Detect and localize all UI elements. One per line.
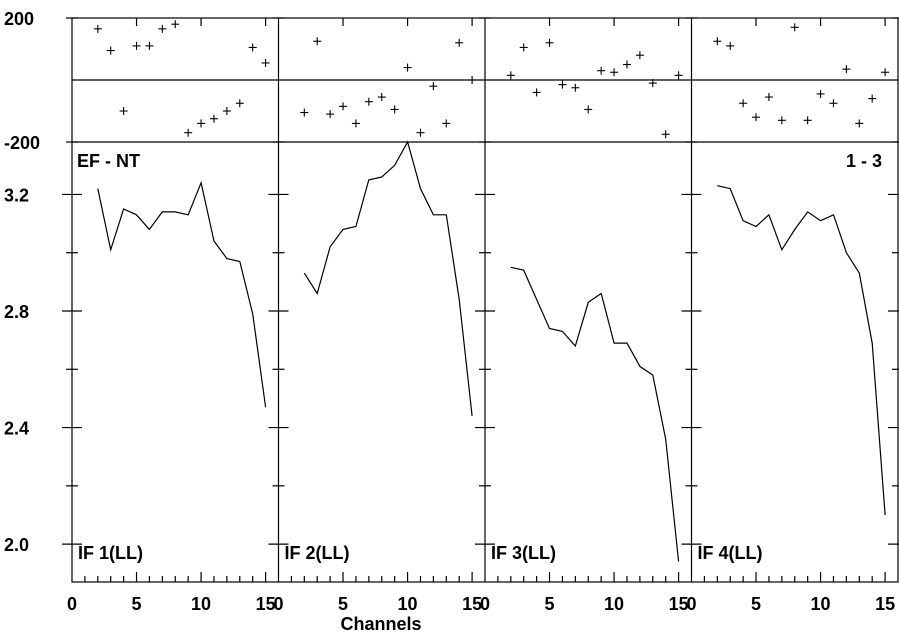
x-tick-label: 0 [686,594,696,614]
phase-point [455,38,464,47]
phase-point [622,60,631,69]
x-tick-label: 5 [338,594,348,614]
phase-point [532,88,541,97]
axis-labels: EF - NT 1 - 3 Channels 3.2 2.8 2.4 2.0 200 -2… [4,9,895,634]
title-left: EF - NT [77,151,140,171]
amplitude-line [97,180,267,408]
phase-point [248,43,257,52]
phase-point [261,58,270,67]
panel-frames [71,17,899,583]
phase-point [132,41,141,50]
x-tick-label: 5 [132,594,142,614]
phase-point [351,119,360,128]
phase-point [222,107,231,115]
phase-point [661,130,670,139]
phase-point [119,107,128,115]
phase-point [300,108,309,117]
phase-point [868,94,877,103]
phase-point [429,82,438,91]
panel-label: IF 3(LL) [491,543,556,563]
phase-point [816,89,825,98]
phase-point [145,41,154,50]
phase-point [506,71,515,80]
phase-point [597,66,606,75]
x-tick-label: 15 [875,594,895,614]
phase-point [777,116,786,125]
phase-point [313,37,322,46]
phase-point [635,51,644,60]
x-tick-label: 10 [191,594,211,614]
phase-point [158,24,167,33]
phase-point [403,63,412,72]
phase-point [842,65,851,74]
phase-point [209,114,218,123]
phase-point [326,110,335,119]
phase-point [571,83,580,92]
phase-point [648,79,657,88]
phase-point [558,80,567,89]
x-tick-label: 0 [67,594,77,614]
phase-point [610,68,619,77]
amplitude-line [510,266,680,562]
x-tick-label: 5 [545,594,555,614]
phase-point [881,68,890,77]
title-right: 1 - 3 [846,151,882,171]
phase-point [752,113,761,122]
phase-point [339,102,348,111]
phase-tick-label: 200 [4,9,34,29]
x-tick-label: 10 [604,594,624,614]
y-tick-label: 3.2 [4,185,29,205]
x-tick-label: 10 [398,594,418,614]
y-tick-label: 2.4 [4,419,29,439]
phase-point [93,24,102,33]
phase-point [584,105,593,114]
x-tick-label: 10 [811,594,831,614]
phase-point [442,119,451,128]
x-tick-label: 0 [273,594,283,614]
phase-point [390,105,399,114]
phase-point [235,99,244,108]
phase-point [803,116,812,125]
panel-label: IF 2(LL) [285,543,350,563]
y-tick-label: 2.0 [4,535,29,555]
phase-point [519,43,528,52]
phase-point [364,97,373,106]
phase-point [171,20,180,29]
phase-point [726,41,735,50]
data-series [93,20,890,562]
panel-label: IF 4(LL) [698,543,763,563]
panel-label: IF 1(LL) [78,543,143,563]
phase-point [739,99,748,108]
phase-point [416,128,425,137]
phase-point [377,93,386,102]
y-tick-label: 2.8 [4,302,29,322]
phase-point [790,23,799,32]
x-axis-label: Channels [340,614,421,634]
x-tick-label: 15 [462,594,482,614]
amplitude-line [303,140,473,416]
phase-point [713,37,722,46]
x-tick-label: 15 [669,594,689,614]
axis-ticks [62,17,899,582]
phase-point [545,38,554,47]
phase-point [197,119,206,128]
x-tick-label: 15 [256,594,276,614]
phase-point [106,46,115,55]
phase-point [674,71,683,80]
phase-point [855,119,864,128]
phase-point [184,128,193,137]
phase-point [764,93,773,102]
x-tick-label: 0 [480,594,490,614]
phase-tick-label: -200 [4,133,40,153]
x-tick-label: 5 [751,594,761,614]
phase-point [468,76,477,84]
amplitude-line [717,185,886,516]
phase-point [829,99,838,108]
